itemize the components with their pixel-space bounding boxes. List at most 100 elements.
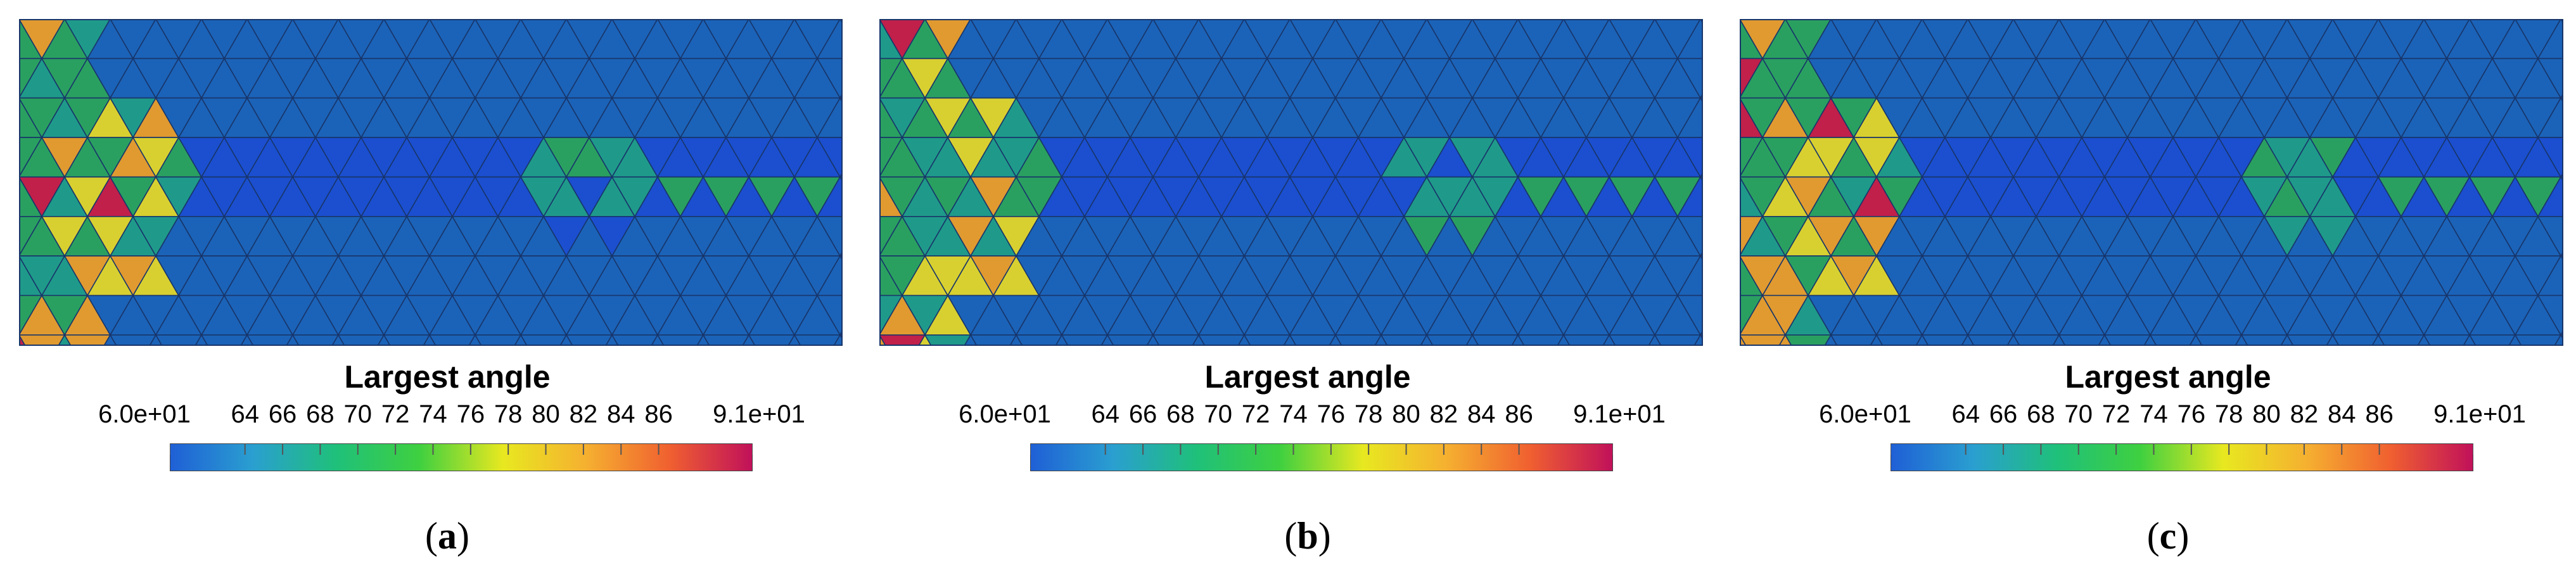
colorbar-gradient (1891, 443, 2473, 471)
colorbar-tick-label: 72 (1241, 400, 1270, 428)
mesh-triangle (155, 334, 203, 346)
mesh-triangle (1374, 334, 1388, 346)
mesh-triangle (1106, 334, 1154, 346)
colorbar-tick-label: 9.1e+01 (713, 400, 805, 428)
mesh-triangle (246, 334, 294, 346)
colorbar-tick-label: 76 (2177, 400, 2206, 428)
mesh-triangle (1676, 295, 1703, 336)
mesh-triangle (194, 334, 208, 346)
mesh-triangle (2537, 215, 2563, 257)
colorbar (1030, 443, 1613, 471)
mesh-triangle (1740, 334, 1787, 346)
mesh-triangle (1420, 334, 1434, 346)
mesh-triangle (1608, 334, 1656, 346)
colorbar-tick-label: 74 (419, 400, 447, 428)
colorbar-tick-labels: 6.0e+01 64 66 68 70 72 74 76 78 80 82 84 86 9.1e+01 (1740, 400, 2576, 438)
mesh-triangle (1676, 137, 1703, 178)
colorbar-tick-label: 6.0e+01 (98, 400, 191, 428)
mesh-triangle (2417, 334, 2431, 346)
panel-b: Largest angle 6.0e+01 64 66 68 70 72 74 76 78 80 8… (879, 0, 1736, 584)
subfigure-label: (a) (425, 515, 469, 557)
colorbar-tick-label: 68 (1166, 400, 1195, 428)
mesh-triangle (2052, 334, 2066, 346)
mesh-triangle (428, 334, 476, 346)
mesh-triangle (1197, 334, 1246, 346)
mesh-triangle (1100, 334, 1114, 346)
colorbar (1891, 443, 2473, 471)
colorbar-tick-label: 68 (306, 400, 335, 428)
colorbar-tick-label: 84 (2328, 400, 2356, 428)
mesh-triangle (2280, 334, 2294, 346)
mesh-triangle (2377, 334, 2425, 346)
mesh-triangle (2554, 334, 2563, 346)
mesh-triangle (2103, 334, 2152, 346)
mesh-triangle (1967, 334, 2015, 346)
mesh-triangle (1380, 334, 1428, 346)
mesh-border (19, 19, 843, 346)
mesh-triangle (2235, 334, 2248, 346)
colorbar-tick-label: 9.1e+01 (2433, 400, 2526, 428)
mesh-triangle (109, 334, 157, 346)
mesh-triangle (1784, 334, 1832, 346)
mesh-triangles (19, 19, 843, 346)
mesh-triangle (1055, 334, 1069, 346)
colorbar-tick-label: 6.0e+01 (959, 400, 1051, 428)
mesh-triangle (1283, 334, 1297, 346)
colorbar-tick-label: 84 (607, 400, 635, 428)
mesh-plot (879, 19, 1703, 346)
colorbar-tick-label: 64 (1951, 400, 1980, 428)
colorbar-tick-label: 72 (381, 400, 410, 428)
mesh-triangle (1961, 334, 1975, 346)
mesh-triangle (696, 334, 710, 346)
colorbar-tick-labels: 6.0e+01 64 66 68 70 72 74 76 78 80 82 84 86 9.1e+01 (19, 400, 876, 438)
mesh-triangle (1778, 334, 1792, 346)
mesh-triangle (2537, 58, 2563, 99)
mesh-triangle (383, 334, 431, 346)
mesh-triangle (2326, 334, 2340, 346)
mesh-plot (19, 19, 843, 346)
mesh-triangles (1740, 19, 2563, 346)
mesh-triangle (1237, 334, 1251, 346)
mesh-triangle (2468, 334, 2516, 346)
mesh-triangle (1654, 334, 1702, 346)
mesh-triangle (2423, 334, 2471, 346)
panel-c: Largest angle 6.0e+01 64 66 68 70 72 74 76 78 80 8… (1740, 0, 2576, 584)
panel-a: Largest angle 6.0e+01 64 66 68 70 72 74 76 78 80 8… (19, 0, 876, 584)
mesh-triangle (2143, 334, 2157, 346)
mesh-triangle (1915, 334, 1929, 346)
mesh-triangle (833, 334, 843, 346)
mesh-triangle (559, 334, 573, 346)
mesh-triangle (879, 334, 926, 346)
mesh-triangle (1334, 334, 1382, 346)
mesh-triangle (2286, 334, 2334, 346)
mesh-triangle (1465, 334, 1479, 346)
mesh-triangle (2149, 334, 2197, 346)
mesh-triangle (565, 334, 613, 346)
mesh-plot (1740, 19, 2563, 346)
mesh-triangle (1329, 334, 1342, 346)
colorbar-tick-label: 70 (1204, 400, 1233, 428)
colorbar-tick-label: 74 (1279, 400, 1308, 428)
mesh-triangle (331, 334, 345, 346)
mesh-triangle (611, 334, 659, 346)
mesh-triangle (1824, 334, 1838, 346)
colorbar-tick-label: 64 (1091, 400, 1119, 428)
mesh-triangle (468, 334, 482, 346)
colorbar-tick-label: 82 (2290, 400, 2319, 428)
mesh-triangle (1471, 334, 1519, 346)
mesh-triangle (1192, 334, 1206, 346)
colorbar-title: Largest angle (344, 359, 551, 395)
mesh-triangle (2058, 334, 2106, 346)
mesh-triangle (816, 58, 843, 99)
mesh-triangle (337, 334, 385, 346)
mesh-triangle (2012, 334, 2060, 346)
colorbar-tick-label: 76 (456, 400, 485, 428)
mesh-triangle (240, 334, 254, 346)
colorbar-tick-label: 78 (2214, 400, 2243, 428)
mesh-triangle (702, 334, 750, 346)
mesh-triangle (1243, 334, 1291, 346)
mesh-triangle (291, 334, 340, 346)
mesh-triangle (651, 334, 665, 346)
mesh-triangle (748, 334, 796, 346)
colorbar-tick-label: 84 (1467, 400, 1496, 428)
